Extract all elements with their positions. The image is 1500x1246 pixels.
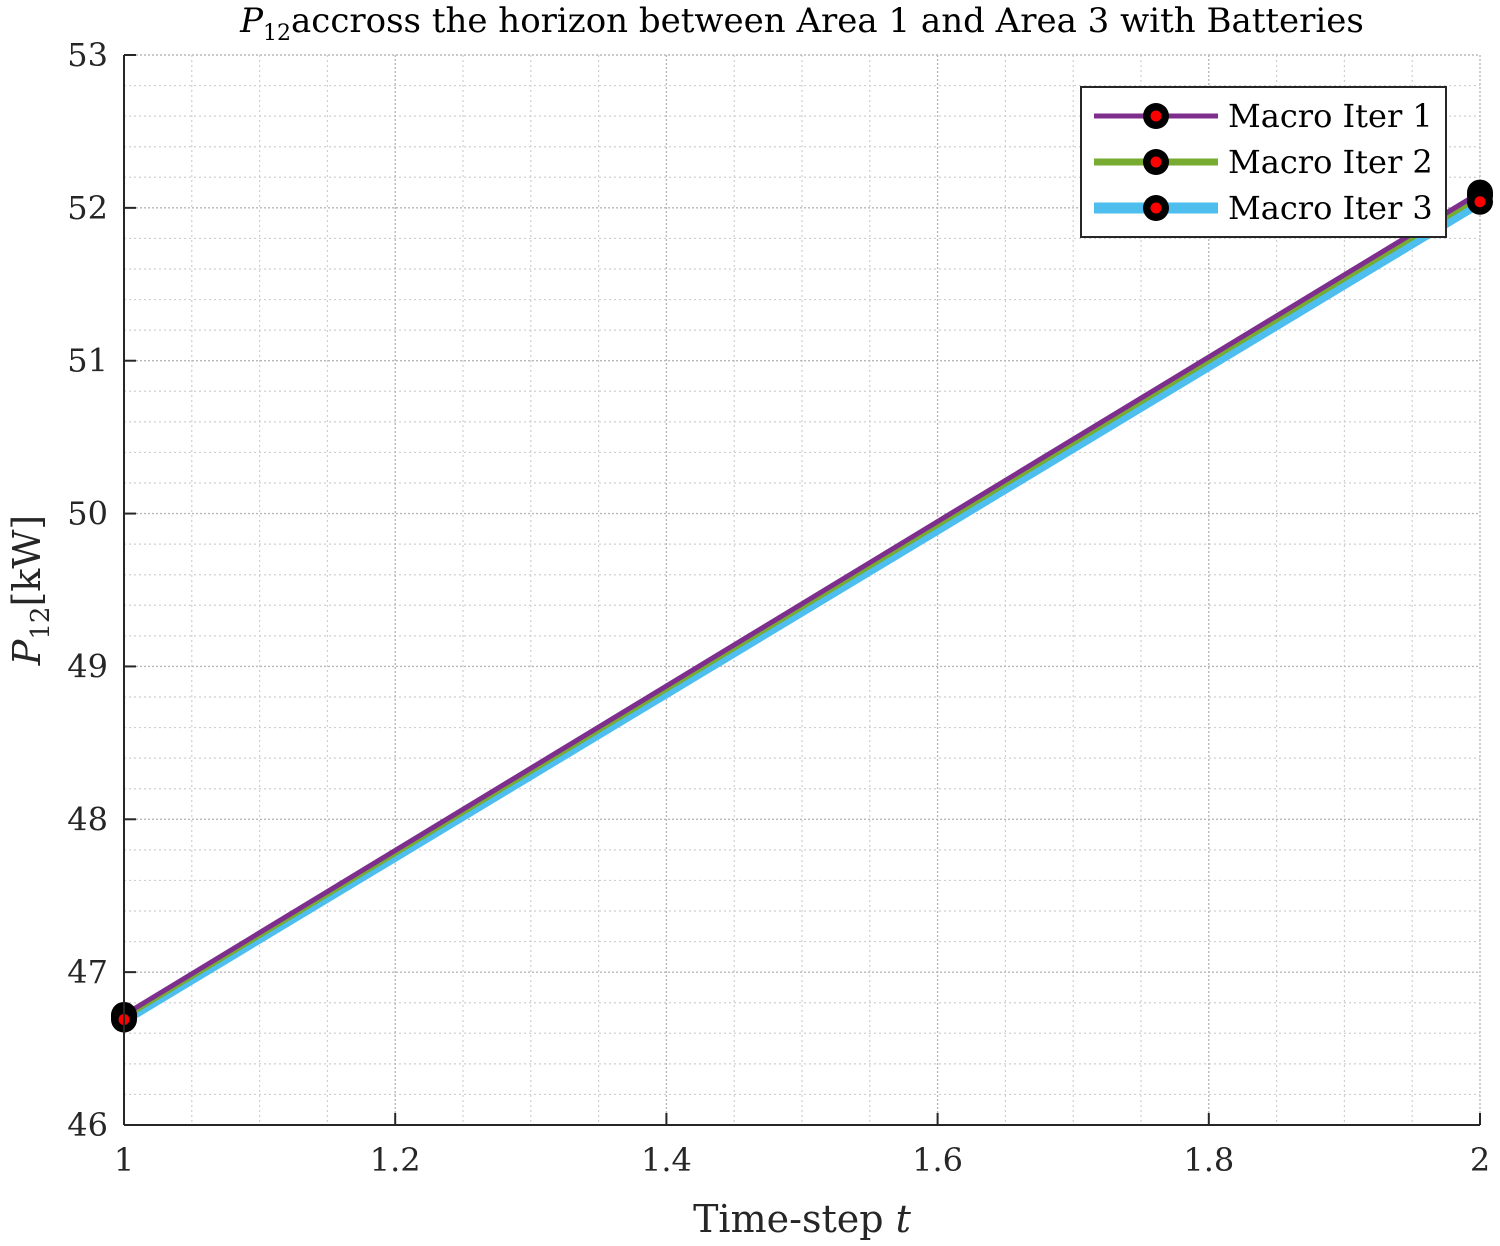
title-subscript: 12: [263, 21, 291, 46]
title-symbol: P: [239, 1, 264, 41]
x-tick-labels: 1 1.2 1.4 1.6 1.8 2: [114, 1141, 1490, 1179]
series-line-1: [122, 190, 1482, 1018]
minor-grid: [124, 55, 1480, 1125]
legend-label-3: Macro Iter 3: [1228, 189, 1433, 227]
y-tick-label: 49: [67, 647, 108, 685]
chart-title: P12accross the horizon between Area 1 an…: [239, 1, 1364, 46]
y-tick-label: 52: [67, 189, 108, 227]
y-tick-label: 53: [67, 36, 108, 74]
title-text: accross the horizon between Area 1 and A…: [291, 1, 1364, 41]
data-point-center: [1474, 196, 1486, 208]
series-layer: [111, 179, 1493, 1033]
y-axis-unit: [kW]: [5, 515, 49, 607]
legend-label-1: Macro Iter 1: [1228, 97, 1433, 135]
y-tick-label: 51: [67, 342, 108, 380]
y-axis-subscript: 12: [26, 607, 56, 640]
y-axis-label: P12[kW]: [5, 515, 56, 666]
y-tick-label: 46: [67, 1106, 108, 1144]
x-tick-label: 1.6: [912, 1141, 963, 1179]
y-tick-label: 47: [67, 953, 108, 991]
x-tick-label: 1.8: [1183, 1141, 1234, 1179]
y-axis-symbol: P: [5, 638, 49, 666]
x-tick-label: 1.4: [641, 1141, 692, 1179]
legend-marker-center: [1150, 202, 1162, 214]
x-tick-label: 2: [1470, 1141, 1490, 1179]
legend: Macro Iter 1 Macro Iter 2 Macro Iter 3: [1080, 86, 1447, 238]
x-axis-label: Time-step t: [693, 1197, 912, 1241]
y-tick-label: 50: [67, 495, 108, 533]
legend-marker-center: [1150, 156, 1162, 168]
y-tick-labels: 46 47 48 49 50 51 52 53: [67, 36, 108, 1144]
y-tick-label: 48: [67, 800, 108, 838]
legend-label-2: Macro Iter 2: [1228, 143, 1433, 181]
x-axis-variable: t: [896, 1197, 912, 1241]
x-axis-label-text: Time-step: [693, 1197, 883, 1241]
axes: [123, 54, 1481, 1126]
legend-marker-center: [1150, 110, 1162, 122]
x-tick-label: 1.2: [370, 1141, 421, 1179]
x-tick-label: 1: [114, 1141, 134, 1179]
